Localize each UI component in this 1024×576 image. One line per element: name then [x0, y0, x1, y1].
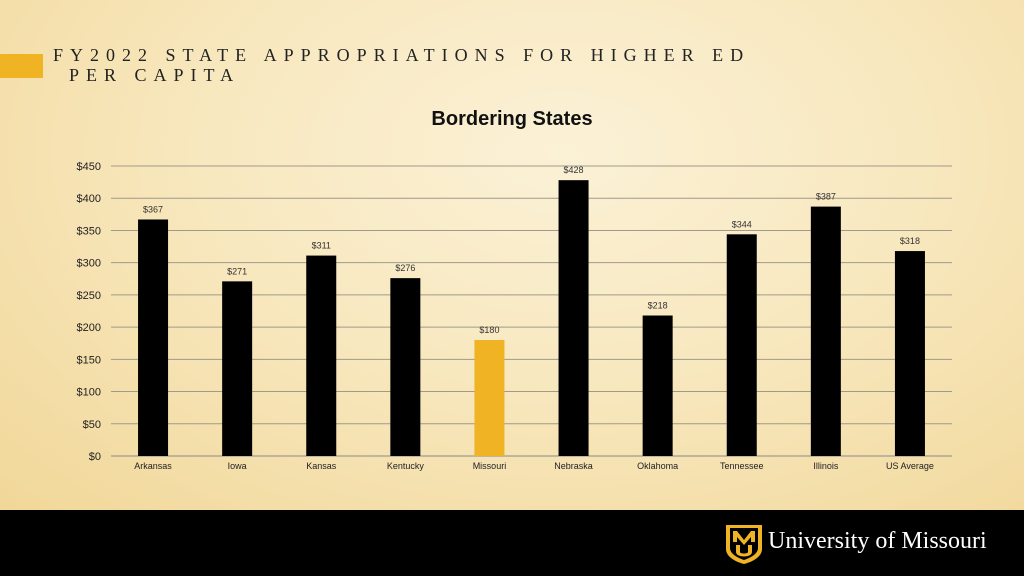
data-label: $271 [227, 266, 247, 276]
x-tick-label: Kentucky [387, 461, 425, 471]
data-label: $344 [732, 219, 752, 229]
bar [138, 219, 169, 456]
bar [474, 340, 505, 456]
bar-chart: $0 $50 $100 $150 $200 $250 $300 $350 $400 $450 $36… [77, 161, 952, 471]
slide-title-line2: PER CAPITA [69, 65, 241, 85]
data-label: $428 [564, 165, 584, 175]
y-tick-label: $150 [77, 354, 101, 366]
accent-bar [0, 54, 43, 78]
x-tick-label: Oklahoma [637, 461, 678, 471]
slide-title-line1: FY2022 STATE APPROPRIATIONS FOR HIGHER E… [53, 45, 751, 65]
x-tick-label: Iowa [228, 461, 247, 471]
y-tick-label: $100 [77, 387, 101, 399]
data-label: $311 [312, 241, 331, 251]
footer-bar [0, 510, 1024, 576]
x-tick-label: Missouri [473, 461, 507, 471]
university-logo[interactable] [724, 523, 1014, 565]
brand-name[interactable]: University of Missouri [768, 528, 987, 554]
y-tick-label: $350 [77, 225, 101, 237]
y-tick-label: $0 [89, 451, 101, 463]
chart-title: Bordering States [431, 108, 593, 130]
x-tick-label: Illinois [813, 461, 839, 471]
y-tick-label: $50 [83, 419, 101, 431]
data-label: $218 [648, 301, 668, 311]
bar [726, 234, 757, 456]
mu-shield-icon [726, 525, 762, 564]
data-label: $276 [395, 263, 415, 273]
bar [558, 180, 589, 456]
slide-background [0, 0, 1024, 510]
bar [894, 251, 925, 456]
bar [642, 315, 673, 456]
x-tick-label: Nebraska [554, 461, 593, 471]
data-label: $387 [816, 192, 836, 202]
bar [306, 255, 337, 456]
bar [222, 281, 253, 456]
x-tick-label: US Average [886, 461, 934, 471]
y-tick-label: $300 [77, 258, 101, 270]
y-tick-label: $250 [77, 290, 101, 302]
data-label: $180 [479, 325, 499, 335]
bar [390, 278, 421, 456]
y-tick-label: $200 [77, 322, 101, 334]
slide-title: FY2022 STATE APPROPRIATIONS FOR HIGHER E… [53, 45, 953, 85]
x-tick-label: Kansas [306, 461, 337, 471]
x-tick-label: Tennessee [720, 461, 764, 471]
data-label: $367 [143, 204, 163, 214]
x-tick-label: Arkansas [134, 461, 172, 471]
y-tick-label: $450 [77, 161, 101, 173]
data-label: $318 [900, 236, 920, 246]
y-tick-label: $400 [77, 193, 101, 205]
bar [810, 206, 841, 456]
